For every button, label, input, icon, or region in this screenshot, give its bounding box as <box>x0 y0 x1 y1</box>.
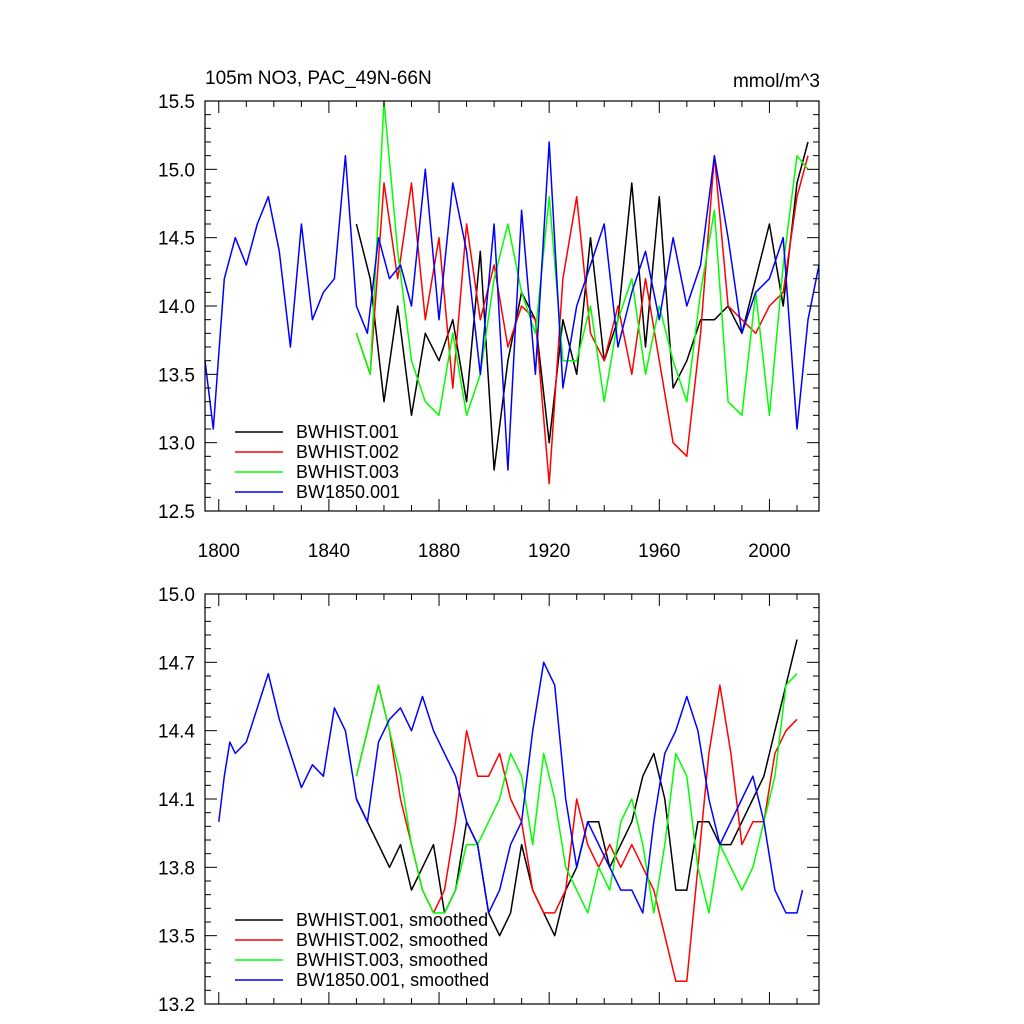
y-tick-label: 15.0 <box>158 160 195 181</box>
y-tick-label: 14.5 <box>158 229 195 250</box>
y-tick-label: 14.1 <box>158 790 195 811</box>
bottom-x-axis <box>218 594 798 1004</box>
y-tick-label: 13.0 <box>158 434 195 455</box>
top-y-axis: 12.5 13.0 13.5 14.0 14.5 15.0 15.5 <box>158 92 819 523</box>
top-series-layer <box>204 100 820 485</box>
y-tick-label: 12.5 <box>158 502 195 523</box>
bottom-legend-label-1: BWHIST.001, smoothed <box>296 910 488 930</box>
top-legend-label-4: BW1850.001 <box>296 482 400 502</box>
top-legend-label-2: BWHIST.002 <box>296 442 399 462</box>
y-tick-label: 13.5 <box>158 927 195 948</box>
top-x-axis: 1800 1840 1880 1920 1960 2000 <box>198 101 798 562</box>
top-series-line-2 <box>355 154 809 485</box>
bottom-legend-label-2: BWHIST.002, smoothed <box>296 930 488 950</box>
y-tick-label: 13.2 <box>158 995 195 1016</box>
x-tick-label: 1920 <box>528 541 570 562</box>
bottom-series-line-3 <box>355 673 798 914</box>
top-legend-label-3: BWHIST.003 <box>296 462 399 482</box>
x-tick-label: 1840 <box>308 541 350 562</box>
y-tick-label: 15.5 <box>158 92 195 113</box>
bottom-panel: 13.2 13.5 13.8 14.1 14.4 14.7 15.0 BWHIST.001,… <box>158 585 820 1016</box>
top-panel: 105m NO3, PAC_49N-66N mmol/m^3 12.513.01… <box>158 68 820 562</box>
x-tick-label: 1960 <box>638 541 680 562</box>
y-tick-label: 13.8 <box>158 858 195 879</box>
bottom-legend-label-4: BW1850.001, smoothed <box>296 970 489 990</box>
top-units: mmol/m^3 <box>733 71 820 92</box>
bottom-y-axis: 13.2 13.5 13.8 14.1 14.4 14.7 15.0 <box>158 585 819 1016</box>
x-tick-label: 2000 <box>748 541 790 562</box>
x-tick-label: 1880 <box>418 541 460 562</box>
top-series-line-1 <box>355 141 809 471</box>
top-legend-label-1: BWHIST.001 <box>296 422 399 442</box>
y-tick-label: 15.0 <box>158 585 195 606</box>
y-tick-label: 14.0 <box>158 297 195 318</box>
bottom-series-layer <box>218 639 804 982</box>
top-series-line-3 <box>355 100 809 417</box>
y-tick-label: 14.4 <box>158 722 195 743</box>
y-tick-label: 14.7 <box>158 653 195 674</box>
top-series-line-4 <box>204 141 820 471</box>
top-title: 105m NO3, PAC_49N-66N <box>205 68 432 89</box>
bottom-series-line-4 <box>218 661 804 914</box>
bottom-legend-label-3: BWHIST.003, smoothed <box>296 950 488 970</box>
y-tick-label: 13.5 <box>158 365 195 386</box>
x-tick-label: 1800 <box>198 541 240 562</box>
